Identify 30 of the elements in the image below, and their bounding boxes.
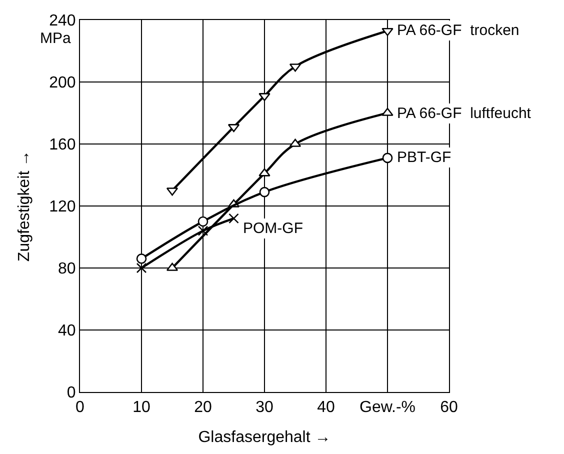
series-label: POM-GF: [243, 220, 303, 237]
point: [198, 226, 208, 236]
y-tick-label: 80: [58, 260, 76, 278]
x-tick-label: 10: [132, 399, 150, 416]
point: [258, 168, 270, 176]
y-tick-label: 120: [49, 198, 76, 216]
series-label: PBT-GF: [397, 149, 452, 166]
series-label: PA 66-GF luftfeucht: [397, 105, 532, 122]
point: [258, 93, 270, 102]
point: [136, 262, 147, 274]
point: [198, 216, 208, 227]
x-tick-label: 30: [256, 399, 274, 416]
text: MPa: [40, 30, 72, 47]
y-tick-label: 200: [49, 74, 76, 92]
x-tick-label: 60: [440, 399, 458, 416]
point: [228, 213, 239, 224]
y-tick-label: 0: [66, 384, 76, 402]
y-axis-title: Zugfestigkeit →: [16, 150, 33, 262]
y-tick-label: 160: [49, 136, 76, 154]
x-tick-label: 40: [317, 399, 335, 416]
series-label: PA 66-GF trocken: [397, 22, 520, 39]
point: [136, 254, 147, 264]
x-axis-title: Glasfasergehalt →: [198, 428, 331, 446]
point: [259, 186, 270, 198]
y-tick-label: 240: [49, 12, 76, 30]
x-tick-label: Gew.-%: [359, 399, 416, 416]
x-tick-label: 20: [194, 399, 212, 416]
point: [382, 152, 393, 164]
y-tick-label: 40: [58, 322, 76, 340]
point: [382, 28, 394, 36]
